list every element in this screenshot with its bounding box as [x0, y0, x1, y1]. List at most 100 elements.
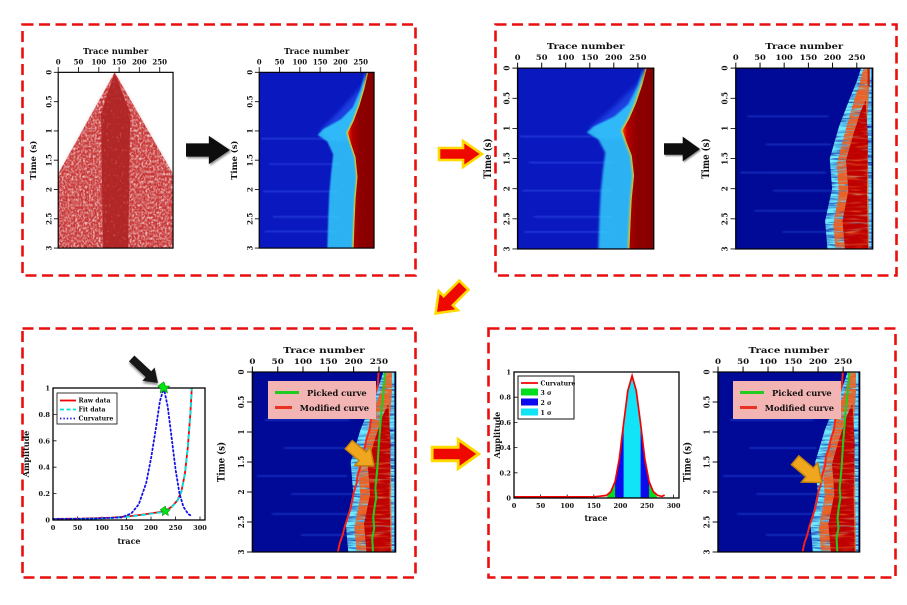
flow-arrow-downleft-icon	[434, 278, 471, 315]
trace-tick-label: 50	[275, 58, 285, 67]
svg-text:0: 0	[702, 369, 712, 374]
trace-axis-tickmarks	[735, 62, 858, 68]
black-arrow-icon-2	[664, 136, 700, 162]
panel-envelope-b: Trace number 0 50 100 150 200 250 Time (…	[483, 42, 655, 251]
trace-axis-title: Trace number	[547, 42, 625, 52]
ylabel: Amplitude	[21, 431, 31, 479]
svg-text:0: 0	[51, 524, 56, 532]
svg-text:0.5: 0.5	[235, 396, 246, 409]
svg-text:0.4: 0.4	[39, 464, 51, 472]
picked-curve-label: Picked curve	[772, 387, 832, 398]
trace-tick-label: 50	[536, 54, 548, 62]
trace-tick-label: 150	[784, 358, 803, 366]
svg-text:2: 2	[720, 186, 730, 191]
svg-text:2: 2	[245, 187, 254, 192]
trace-axis-title: Trace number	[284, 46, 350, 56]
trace-tick-label: 100	[557, 54, 575, 62]
time-axis-ticklabels: 0 0.5 1 1.5 2 2.5 3	[502, 65, 512, 251]
svg-text:1.5: 1.5	[44, 154, 53, 166]
time-axis-tickmarks	[712, 371, 718, 553]
svg-text:3: 3	[245, 246, 254, 251]
time-axis-label: Time (s)	[483, 138, 495, 178]
trace-tick-label: 100	[775, 54, 793, 62]
time-axis-label: Time (s)	[229, 141, 239, 180]
ylabel: Amplitude	[492, 412, 502, 460]
plot-border	[57, 71, 174, 249]
trace-axis-tickmarks	[57, 66, 161, 72]
trace-tick-label: 150	[800, 54, 818, 62]
curvature-curve	[52, 387, 193, 520]
time-axis-tickmarks	[512, 67, 518, 250]
plot-border	[735, 67, 874, 250]
time-axis-label: Time (s)	[701, 138, 713, 178]
svg-text:0.2: 0.2	[39, 490, 50, 498]
xlabel: trace	[117, 536, 140, 546]
trace-axis-title: Trace number	[749, 346, 831, 356]
xlabel: trace	[584, 513, 607, 523]
plot-border	[52, 387, 206, 521]
svg-text:2.5: 2.5	[235, 516, 246, 529]
panel-residual: Trace number 0 50 100 150 200 250 Time (…	[701, 42, 874, 251]
sigma1-region	[623, 375, 641, 498]
svg-text:1.5: 1.5	[702, 456, 712, 469]
trace-axis-title: Trace number	[83, 46, 149, 56]
legend-label: 2 σ	[541, 400, 552, 407]
trace-tick-label: 150	[112, 58, 127, 67]
svg-text:150: 150	[587, 502, 601, 510]
svg-text:1: 1	[506, 369, 511, 377]
legend-label: 3 σ	[541, 390, 552, 397]
trace-tick-label: 100	[91, 58, 106, 67]
trace-tick-label: 200	[824, 54, 842, 62]
trace-axis-tickmarks	[717, 366, 844, 372]
svg-text:0.5: 0.5	[44, 95, 53, 107]
svg-text:3: 3	[702, 549, 712, 554]
svg-text:0.2: 0.2	[500, 469, 511, 477]
svg-text:300: 300	[193, 524, 207, 532]
legend-row: Picked curve	[740, 388, 834, 398]
time-axis-tickmarks	[730, 67, 736, 250]
plot-border	[513, 371, 680, 499]
trace-tick-label: 0	[515, 54, 521, 62]
red-band	[347, 72, 375, 249]
raw-gather-plot	[58, 72, 174, 249]
svg-text:0.6: 0.6	[39, 437, 51, 445]
svg-text:50: 50	[536, 502, 546, 510]
panel-envelope-a: Trace number 0 50 100 150 200 250 Time (…	[229, 46, 375, 251]
svg-text:2: 2	[44, 187, 53, 192]
svg-text:0.5: 0.5	[502, 92, 512, 105]
legend-row: Modified curve	[275, 403, 369, 413]
trace-axis-title: Trace number	[283, 346, 365, 356]
svg-text:1.5: 1.5	[720, 152, 730, 165]
flow-arrow-right-icon-2	[430, 436, 482, 472]
legend-row: Modified curve	[740, 403, 834, 413]
svg-text:0: 0	[44, 70, 53, 75]
panel-picked-right: Trace number 0 50 100 150 200 250 Time (…	[682, 346, 861, 555]
svg-text:1: 1	[245, 128, 254, 133]
svg-text:1: 1	[44, 128, 53, 133]
legend-label: Fit data	[79, 407, 106, 414]
svg-text:0: 0	[235, 369, 246, 374]
streaks	[722, 419, 822, 536]
picked-curve	[371, 372, 386, 552]
residual-plot	[735, 68, 873, 249]
envelope-plot	[517, 68, 654, 249]
legend-row: Picked curve	[275, 388, 369, 398]
svg-text:3: 3	[720, 246, 730, 251]
legend-label: 1 σ	[541, 410, 552, 417]
svg-text:1.5: 1.5	[235, 456, 246, 469]
modified-curve-label: Modified curve	[764, 402, 834, 413]
trace-tick-label: 50	[754, 54, 766, 62]
streaks	[740, 115, 836, 233]
trace-tick-label: 250	[629, 54, 647, 62]
time-axis-tickmarks	[246, 371, 253, 553]
legend-label: Curvature	[541, 380, 576, 387]
picked-curve	[835, 372, 851, 552]
svg-text:0: 0	[245, 70, 254, 75]
time-axis-label: Time (s)	[682, 442, 694, 482]
time-axis-label: Time (s)	[216, 442, 228, 482]
svg-text:100: 100	[95, 524, 109, 532]
red-band	[622, 68, 654, 249]
trace-tick-label: 100	[292, 58, 307, 67]
cyan-fringe	[586, 68, 644, 249]
